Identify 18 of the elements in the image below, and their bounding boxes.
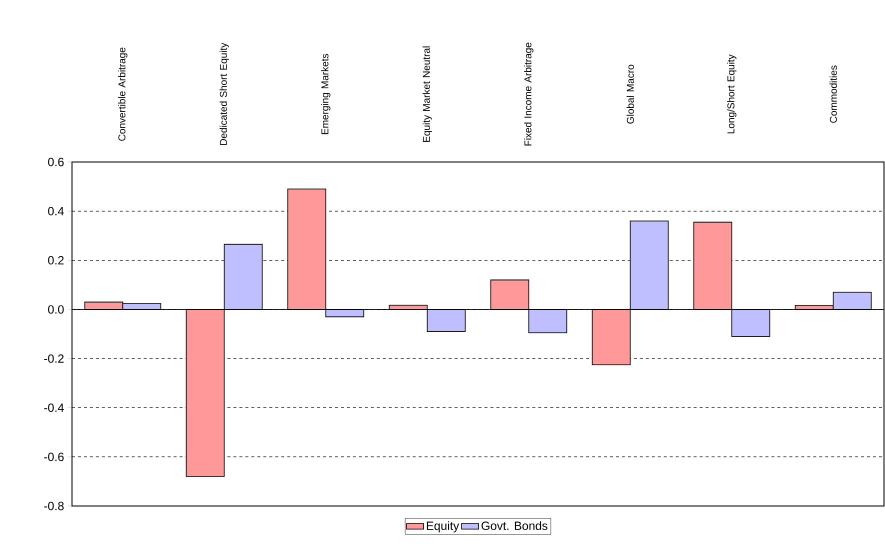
y-tick-label: -0.8 <box>44 502 64 510</box>
y-tick-label: 0.2 <box>48 256 64 265</box>
y-tick-label: -0.4 <box>44 403 64 412</box>
x-tick-label: Fixed Income Arbitrage <box>524 42 534 146</box>
x-tick-label: Dedicated Short Equity <box>220 42 229 145</box>
x-tick-label: Commodities <box>830 66 837 123</box>
legend-label: Equity <box>426 521 460 532</box>
x-tick-label: Long/Short Equity <box>727 54 736 134</box>
y-tick-label: 0.6 <box>48 158 64 166</box>
y-tick-label: 0.0 <box>48 305 64 314</box>
x-tick-label: Global Macro <box>626 64 634 124</box>
y-tick-label: 0.4 <box>48 206 64 216</box>
x-tick-label: Convertible Arbitrage <box>118 48 128 141</box>
y-tick-label: -0.6 <box>44 452 64 462</box>
y-tick-label: -0.2 <box>44 354 64 363</box>
x-tick-label: Equity Market Neutral <box>422 46 432 142</box>
legend-label: Govt. Bonds <box>482 521 548 530</box>
x-tick-label: Emerging Markets <box>321 54 330 134</box>
